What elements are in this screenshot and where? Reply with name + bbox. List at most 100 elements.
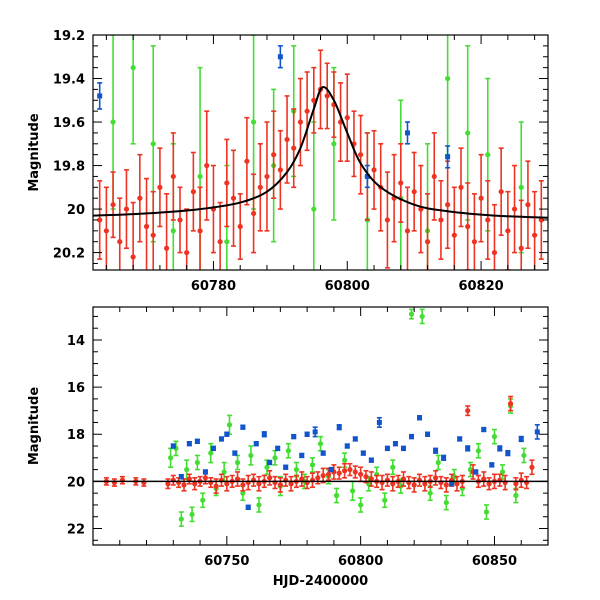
data-point	[186, 440, 192, 447]
data-point	[324, 62, 330, 130]
data-point	[277, 477, 283, 493]
data-point	[458, 147, 464, 228]
x-tick-label: 60750	[204, 554, 249, 569]
data-point	[371, 129, 377, 210]
data-point	[217, 201, 223, 270]
marker	[250, 210, 257, 217]
data-point	[141, 478, 147, 487]
data-point	[248, 445, 254, 466]
marker	[284, 136, 290, 143]
data-point	[250, 473, 257, 487]
data-point	[411, 477, 417, 493]
marker	[376, 419, 382, 425]
data-point	[291, 433, 297, 440]
marker	[309, 462, 316, 468]
x-tick-label: 60850	[472, 554, 517, 569]
data-point	[432, 469, 439, 486]
data-point	[261, 431, 267, 438]
marker	[449, 481, 455, 487]
data-point	[445, 160, 451, 250]
data-point	[320, 450, 326, 456]
data-point	[538, 179, 544, 260]
data-point	[352, 465, 358, 479]
marker	[264, 464, 270, 470]
marker	[130, 65, 136, 71]
marker	[194, 438, 200, 444]
data-point	[341, 462, 348, 479]
marker	[454, 481, 460, 487]
marker	[328, 467, 334, 473]
marker	[97, 93, 103, 99]
data-point	[130, 201, 136, 270]
marker	[320, 472, 326, 479]
marker	[250, 119, 257, 125]
marker	[200, 497, 206, 503]
data-point	[525, 160, 531, 250]
data-point	[178, 511, 184, 527]
marker	[224, 431, 230, 437]
marker	[352, 436, 358, 442]
marker	[475, 448, 482, 454]
data-point	[232, 450, 238, 456]
data-point	[406, 475, 412, 490]
data-point	[486, 477, 492, 491]
marker	[408, 311, 415, 317]
data-point	[285, 442, 291, 459]
marker	[432, 475, 439, 481]
data-point	[250, 173, 257, 254]
data-point	[97, 82, 103, 110]
marker	[190, 189, 196, 195]
data-point	[511, 164, 518, 254]
marker	[170, 228, 176, 234]
data-point	[271, 110, 277, 199]
data-point	[491, 203, 498, 270]
marker	[518, 245, 524, 251]
data-point	[202, 469, 208, 475]
data-point	[425, 431, 431, 437]
data-point	[360, 450, 366, 456]
y-tick-label: 16	[67, 381, 85, 396]
marker	[371, 167, 377, 173]
data-point	[438, 179, 444, 260]
marker	[382, 497, 388, 503]
data-point	[130, 35, 136, 145]
data-point	[293, 461, 300, 478]
data-point	[489, 462, 495, 468]
marker	[157, 184, 163, 190]
data-point	[431, 132, 437, 221]
data-point	[344, 73, 350, 163]
marker	[150, 141, 156, 147]
data-point	[392, 440, 398, 447]
data-point	[194, 454, 200, 471]
data-point	[244, 116, 250, 206]
marker	[411, 482, 417, 488]
marker	[217, 239, 223, 245]
data-point	[267, 459, 273, 466]
data-point	[390, 475, 396, 492]
data-point	[309, 457, 316, 473]
marker	[202, 469, 208, 475]
marker	[137, 195, 143, 201]
data-point	[283, 473, 289, 487]
marker	[534, 429, 540, 435]
data-point	[473, 469, 479, 475]
marker	[424, 239, 431, 245]
data-point	[390, 459, 396, 476]
plot-area	[93, 308, 548, 527]
y-axis-title: Magnitude	[27, 113, 42, 192]
marker	[170, 173, 176, 180]
marker	[237, 223, 243, 230]
marker	[525, 202, 531, 208]
marker	[483, 509, 490, 515]
plot-area	[93, 35, 548, 270]
marker	[213, 483, 219, 489]
marker	[110, 202, 116, 208]
data-point	[513, 487, 519, 504]
marker	[481, 427, 487, 433]
data-point	[350, 480, 356, 502]
marker	[299, 476, 305, 482]
marker	[150, 232, 156, 238]
data-point	[400, 471, 407, 487]
data-point	[518, 472, 524, 489]
marker	[478, 195, 484, 201]
